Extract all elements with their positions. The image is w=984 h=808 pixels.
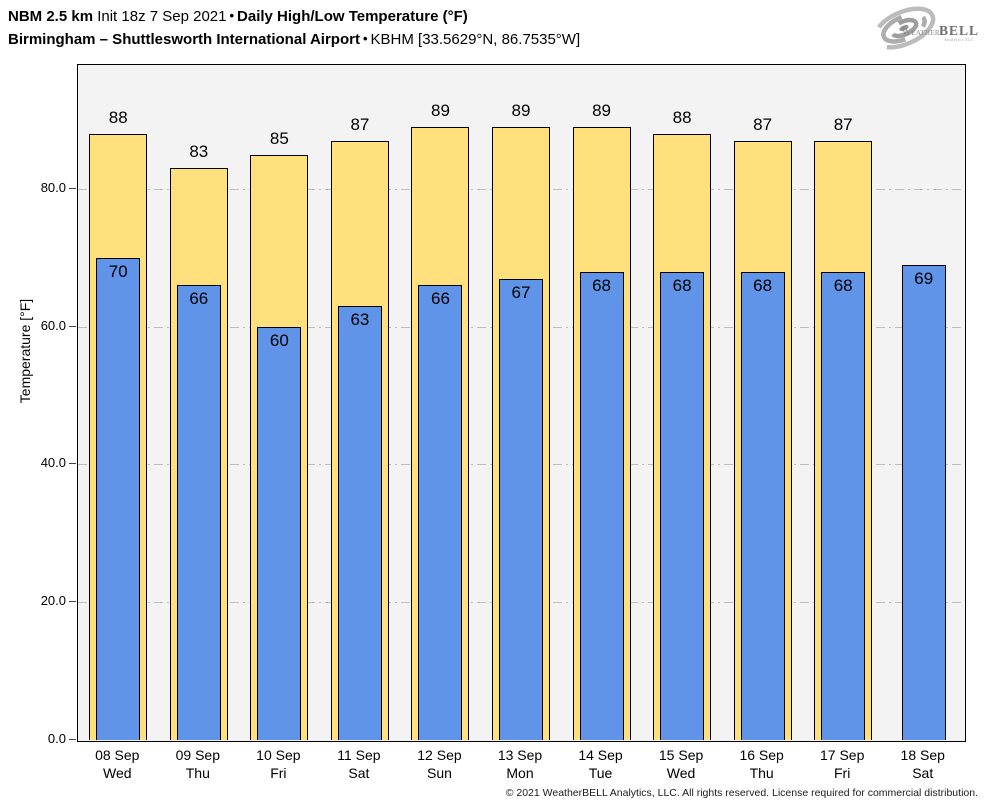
x-tick-date: 17 Sep [819,747,865,763]
high-value-label: 87 [753,114,773,134]
low-bar [96,257,141,740]
y-tick-mark [69,463,76,465]
x-tick-date: 14 Sep [578,747,623,763]
x-tick-day: Wed [666,765,696,781]
low-bar [821,271,866,740]
x-tick-label: 11 Sep Sat [314,746,404,782]
chart-title-line1: NBM 2.5 km Init 18z 7 Sep 2021 • Daily Hig… [8,5,580,28]
high-value-label: 89 [511,100,531,120]
x-tick-label: 12 Sep Sun [394,746,484,782]
low-value-label: 60 [269,330,289,350]
x-tick-date: 18 Sep [900,747,945,763]
low-bar [257,326,302,740]
station-name: Birmingham – Shuttlesworth International… [8,31,360,48]
high-value-label: 87 [833,114,853,134]
station-meta: KBHM [33.5629°N, 86.7535°W] [370,31,581,48]
low-bar [901,264,946,740]
low-value-label: 66 [430,289,450,309]
low-value-label: 68 [753,275,773,295]
x-tick-date: 11 Sep [337,747,381,763]
x-tick-day: Sat [912,765,934,781]
chart-header: NBM 2.5 km Init 18z 7 Sep 2021 • Daily Hig… [8,5,580,51]
logo-text-analytics: Analytics LLC [944,37,974,42]
low-bar [499,278,543,740]
high-value-label: 88 [672,107,692,127]
low-bar [579,271,624,740]
low-value-label: 63 [350,310,370,330]
x-tick-day: Sun [426,765,452,781]
low-bar [418,285,463,740]
y-tick-mark [69,739,76,740]
high-value-label: 89 [430,100,450,120]
x-tick-label: 09 Sep Thu [153,746,243,782]
high-value-label: 88 [108,107,128,127]
x-tick-day: Thu [185,765,210,781]
x-tick-date: 10 Sep [256,747,301,763]
low-value-label: 69 [914,268,934,288]
separator-dot: • [362,31,368,46]
plot-area: 88 70 83 66 85 60 87 63 89 66 89 67 89 68 88 68 87 68 87 68… [77,64,966,742]
low-bar [660,271,705,740]
low-value-label: 68 [833,275,853,295]
x-tick-date: 16 Sep [739,747,784,763]
x-tick-date: 13 Sep [497,747,543,763]
x-tick-label: 08 Sep Wed [72,746,162,782]
low-bar [740,271,785,740]
x-tick-date: 15 Sep [658,747,704,763]
high-value-label: 89 [592,100,611,120]
x-tick-label: 16 Sep Thu [717,746,807,782]
weatherbell-logo: Weather BELL Analytics LLC [872,6,979,50]
x-tick-label: 18 Sep Sat [878,746,968,782]
low-value-label: 68 [592,275,611,295]
x-tick-day: Fri [270,765,287,781]
y-tick-mark [69,601,76,603]
x-tick-date: 12 Sep [417,747,462,763]
x-tick-day: Thu [749,765,774,781]
low-bar [176,285,221,740]
x-tick-day: Wed [102,765,132,781]
x-tick-day: Tue [588,765,613,781]
model-name: NBM 2.5 km [8,8,94,25]
x-tick-day: Fri [834,765,851,781]
x-tick-label: 17 Sep Fri [797,746,887,782]
copyright-text: © 2021 WeatherBELL Analytics, LLC. All r… [505,787,978,799]
y-tick-label: 60.0 [40,317,66,333]
low-value-label: 70 [108,261,128,281]
x-tick-day: Mon [506,765,534,781]
logo-text-weather: Weather [902,28,940,38]
separator-dot: • [229,8,235,23]
high-value-label: 83 [189,142,209,162]
x-tick-date: 09 Sep [175,747,220,763]
low-bar [337,306,382,740]
low-value-label: 68 [672,275,692,295]
x-tick-label: 14 Sep Tue [556,746,646,782]
y-tick-mark [69,325,76,327]
x-tick-label: 10 Sep Fri [233,746,323,782]
y-tick-label: 80.0 [40,179,66,195]
low-value-label: 67 [511,282,531,302]
logo-text-bell: BELL [939,23,979,38]
x-tick-label: 13 Sep Mon [475,746,565,782]
chart-title-line2: Birmingham – Shuttlesworth International… [8,28,580,51]
high-value-label: 87 [350,114,370,134]
chart-title: Daily High/Low Temperature (°F) [237,8,468,25]
y-tick-label: 0.0 [47,731,66,746]
init-time: Init 18z 7 Sep 2021 [97,8,227,25]
y-axis-label: Temperature [°F] [17,298,33,404]
hurricane-swirl-icon [872,6,936,50]
x-tick-label: 15 Sep Wed [636,746,726,782]
y-tick-label: 40.0 [40,455,66,471]
y-tick-mark [69,187,76,189]
y-tick-label: 20.0 [40,593,66,609]
x-tick-day: Sat [348,765,370,781]
x-tick-date: 08 Sep [95,747,140,763]
low-value-label: 66 [189,289,209,309]
high-value-label: 85 [269,128,289,148]
